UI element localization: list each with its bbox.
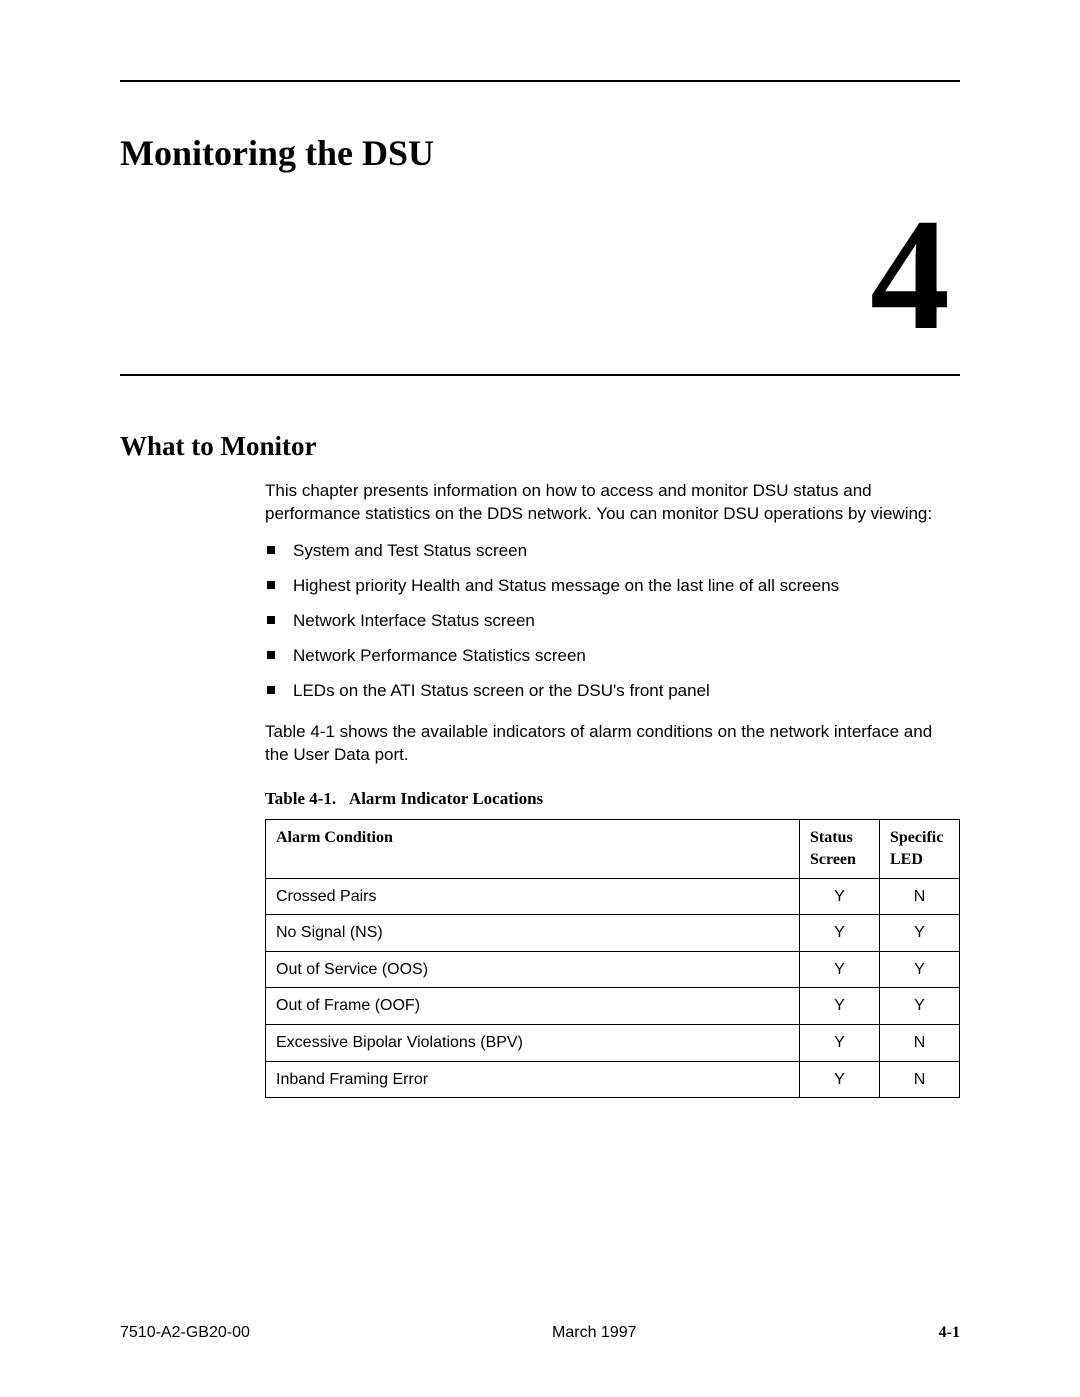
section-heading: What to Monitor — [120, 431, 960, 462]
chapter-title: Monitoring the DSU — [120, 132, 960, 174]
bullet-list: System and Test Status screen Highest pr… — [265, 540, 960, 703]
footer-doc-id: 7510-A2-GB20-00 — [120, 1324, 250, 1342]
table-header-status-line1: Status — [810, 829, 853, 846]
table-header-led: Specific LED — [880, 820, 960, 878]
cell-condition: Out of Frame (OOF) — [266, 988, 800, 1025]
cell-status: Y — [800, 951, 880, 988]
table-caption: Table 4-1. Alarm Indicator Locations — [265, 788, 960, 811]
footer-page-number: 4-1 — [939, 1324, 960, 1342]
intro-paragraph: This chapter presents information on how… — [265, 480, 960, 526]
table-row: Excessive Bipolar Violations (BPV) Y N — [266, 1024, 960, 1061]
cell-led: N — [880, 1024, 960, 1061]
body-block: This chapter presents information on how… — [265, 480, 960, 1098]
table-header-led-line1: Specific — [890, 829, 943, 846]
after-bullets-paragraph: Table 4-1 shows the available indicators… — [265, 721, 960, 767]
cell-status: Y — [800, 878, 880, 915]
table-row: Crossed Pairs Y N — [266, 878, 960, 915]
table-row: Out of Service (OOS) Y Y — [266, 951, 960, 988]
cell-condition: Excessive Bipolar Violations (BPV) — [266, 1024, 800, 1061]
cell-led: Y — [880, 915, 960, 952]
cell-led: Y — [880, 951, 960, 988]
cell-status: Y — [800, 988, 880, 1025]
page: Monitoring the DSU 4 What to Monitor Thi… — [0, 0, 1080, 1397]
table-row: No Signal (NS) Y Y — [266, 915, 960, 952]
table-header-condition: Alarm Condition — [266, 820, 800, 878]
list-item: Highest priority Health and Status messa… — [265, 575, 960, 598]
table-header-status: Status Screen — [800, 820, 880, 878]
cell-status: Y — [800, 915, 880, 952]
table-row: Out of Frame (OOF) Y Y — [266, 988, 960, 1025]
alarm-table: Alarm Condition Status Screen Specific L… — [265, 819, 960, 1098]
list-item: System and Test Status screen — [265, 540, 960, 563]
table-caption-title: Alarm Indicator Locations — [349, 789, 543, 808]
table-header-status-line2: Screen — [810, 851, 856, 868]
cell-led: Y — [880, 988, 960, 1025]
footer-date: March 1997 — [552, 1324, 637, 1342]
cell-condition: Crossed Pairs — [266, 878, 800, 915]
cell-led: N — [880, 1061, 960, 1098]
cell-led: N — [880, 878, 960, 915]
cell-status: Y — [800, 1061, 880, 1098]
table-caption-label: Table 4-1. — [265, 789, 336, 808]
list-item: LEDs on the ATI Status screen or the DSU… — [265, 680, 960, 703]
table-row: Inband Framing Error Y N — [266, 1061, 960, 1098]
top-rule — [120, 80, 960, 82]
cell-status: Y — [800, 1024, 880, 1061]
cell-condition: Out of Service (OOS) — [266, 951, 800, 988]
cell-condition: No Signal (NS) — [266, 915, 800, 952]
list-item: Network Interface Status screen — [265, 610, 960, 633]
list-item: Network Performance Statistics screen — [265, 645, 960, 668]
table-header-row: Alarm Condition Status Screen Specific L… — [266, 820, 960, 878]
cell-condition: Inband Framing Error — [266, 1061, 800, 1098]
table-header-led-line2: LED — [890, 851, 923, 868]
mid-rule — [120, 374, 960, 376]
footer: 7510-A2-GB20-00 March 1997 4-1 — [120, 1324, 960, 1342]
chapter-number: 4 — [120, 194, 960, 354]
